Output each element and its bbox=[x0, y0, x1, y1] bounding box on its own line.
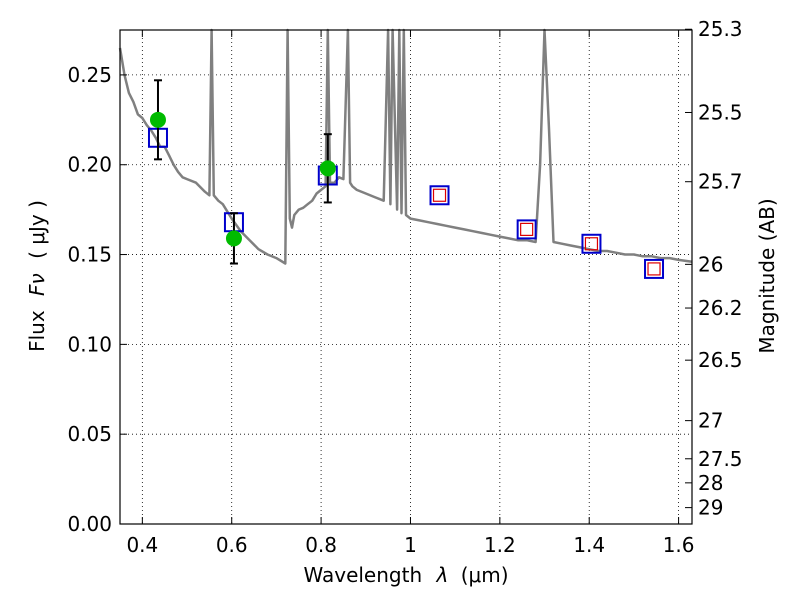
y-tick-label-1: 0.05 bbox=[67, 422, 112, 446]
x-tick-label-0: 0.4 bbox=[126, 533, 158, 557]
y-axis-label: Flux Fν ( μJy ) bbox=[25, 200, 49, 352]
y-tick-label-3: 0.15 bbox=[67, 243, 112, 267]
model-band-box-6 bbox=[644, 258, 665, 279]
plot-frame bbox=[119, 29, 693, 525]
y-axis-ticks: 0.00 0.05 0.10 0.15 0.20 0.25 bbox=[67, 63, 127, 536]
model-band-box-5 bbox=[581, 233, 602, 254]
y-tick-label-0: 0.00 bbox=[67, 512, 112, 536]
y2-axis-label: Magnitude (AB) bbox=[755, 198, 779, 353]
x-tick-label-1: 0.6 bbox=[216, 533, 248, 557]
y-tick-label-4: 0.20 bbox=[67, 153, 112, 177]
model-spectrum bbox=[118, 28, 693, 265]
band-inner-box-0 bbox=[432, 188, 447, 202]
y2-tick-label-0: 25.3 bbox=[698, 17, 743, 41]
y2-tick-label-8: 28 bbox=[698, 471, 723, 495]
x-tick-label-2: 0.8 bbox=[305, 533, 337, 557]
x-tick-label-4: 1.2 bbox=[484, 533, 516, 557]
observed-point-1 bbox=[225, 230, 242, 247]
observed-point-0 bbox=[149, 111, 166, 128]
x-tick-label-3: 1 bbox=[404, 533, 417, 557]
y2-tick-label-2: 25.7 bbox=[698, 170, 743, 194]
model-band-box-3 bbox=[429, 185, 450, 206]
band-inner-box-2 bbox=[584, 237, 599, 251]
y2-tick-label-3: 26 bbox=[698, 252, 723, 276]
band-inner-box-1 bbox=[520, 222, 534, 236]
grid-lines bbox=[120, 30, 692, 524]
observed-point-2 bbox=[319, 160, 336, 177]
x-tick-label-5: 1.4 bbox=[573, 533, 605, 557]
y2-tick-label-6: 27 bbox=[698, 409, 723, 433]
model-band-box-4 bbox=[516, 219, 537, 240]
error-bars bbox=[153, 79, 332, 265]
x-tick-label-6: 1.6 bbox=[663, 533, 695, 557]
y2-tick-label-9: 29 bbox=[698, 496, 723, 520]
band-inner-box-3 bbox=[647, 262, 661, 276]
y-tick-label-2: 0.10 bbox=[67, 332, 112, 356]
y2-tick-label-5: 26.5 bbox=[698, 348, 743, 372]
y2-tick-label-7: 27.5 bbox=[698, 447, 743, 471]
model-spectrum-line bbox=[118, 28, 693, 265]
x-axis-label: Wavelength λ (μm) bbox=[303, 563, 508, 587]
y2-tick-label-1: 25.5 bbox=[698, 100, 743, 124]
observed-points bbox=[149, 111, 336, 247]
y-tick-label-5: 0.25 bbox=[67, 63, 112, 87]
y2-tick-label-4: 26.2 bbox=[698, 296, 743, 320]
x-axis-ticks: 0.4 0.6 0.8 1 1.2 1.4 1.6 bbox=[126, 30, 695, 557]
